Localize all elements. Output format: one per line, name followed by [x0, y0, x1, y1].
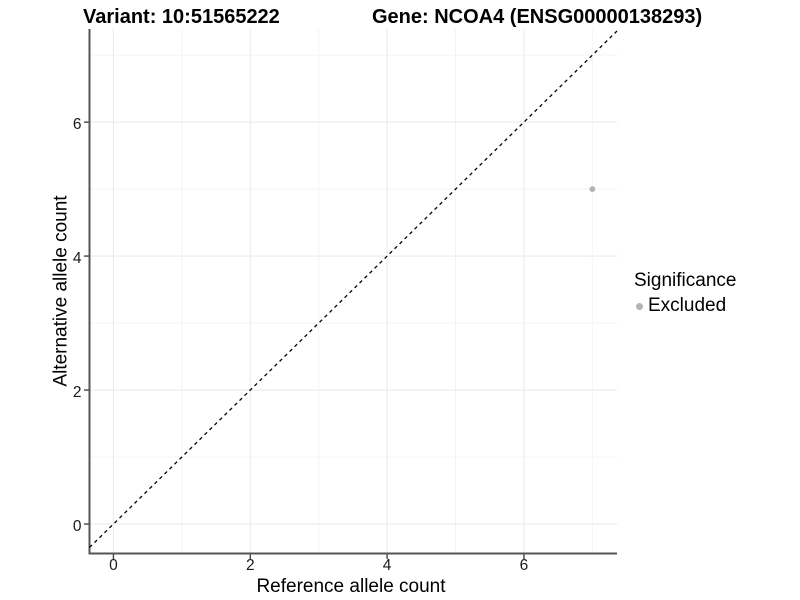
y-axis-title: Alternative allele count	[50, 195, 72, 387]
y-tick-label: 0	[72, 517, 82, 535]
x-tick-label: 2	[245, 557, 255, 574]
identity-dashed-line	[89, 30, 618, 548]
legend-title: Significance	[634, 270, 737, 291]
plot-title-gene: Gene: NCOA4 (ENSG00000138293)	[372, 6, 703, 28]
y-tick-label: 2	[72, 383, 82, 401]
legend-key-point-icon	[636, 302, 643, 310]
y-tick-label: 4	[72, 249, 82, 267]
data-point	[589, 186, 596, 192]
x-tick-label: 6	[519, 557, 529, 574]
x-tick-label: 0	[109, 557, 118, 574]
legend-item-excluded: Excluded	[634, 294, 736, 317]
legend: Significance Excluded	[634, 270, 736, 317]
x-tick-label: 4	[382, 557, 392, 574]
plot-title-variant: Variant: 10:51565222	[83, 6, 280, 28]
legend-item-label: Excluded	[648, 294, 727, 316]
x-axis-title: Reference allele count	[256, 576, 446, 597]
y-tick-label: 6	[72, 115, 82, 133]
